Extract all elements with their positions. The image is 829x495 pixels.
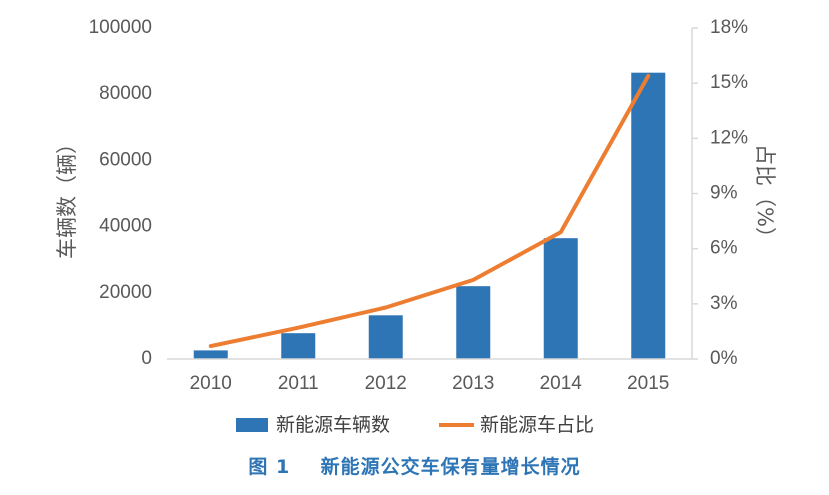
bar-2011 xyxy=(281,333,316,359)
y-axis-ticks: 0 20000 40000 60000 80000 100000 xyxy=(89,17,152,369)
bar-2010 xyxy=(193,350,228,359)
y-tick-label: 20000 xyxy=(99,282,152,303)
x-tick-label: 2013 xyxy=(452,373,494,394)
bar-2015 xyxy=(631,72,666,359)
y-tick-label: 40000 xyxy=(99,216,152,237)
y-tick-label: 100000 xyxy=(89,17,152,38)
x-tick-label: 2012 xyxy=(365,373,407,394)
x-axis-ticks: 2010 2011 2012 2013 2014 2015 xyxy=(190,373,670,394)
y2-axis-title: 占比（%） xyxy=(753,144,777,248)
y2-axis-ticks: 0% 3% 6% 9% 12% 15% 18% xyxy=(692,17,748,369)
bar-2013 xyxy=(456,286,491,359)
y2-tick-label: 0% xyxy=(710,348,738,369)
x-tick-label: 2010 xyxy=(190,373,232,394)
y-axis-title: 车辆数（辆） xyxy=(55,133,79,259)
legend-label-line: 新能源车占比 xyxy=(480,414,594,436)
bar-2012 xyxy=(368,315,403,359)
x-tick-label: 2011 xyxy=(278,373,319,394)
y-tick-label: 0 xyxy=(141,348,152,369)
x-tick-label: 2014 xyxy=(540,373,583,394)
line-series-share xyxy=(208,73,651,349)
y2-tick-label: 12% xyxy=(710,127,748,148)
y2-tick-label: 18% xyxy=(710,17,748,38)
y2-tick-label: 15% xyxy=(710,72,748,93)
y2-tick-label: 9% xyxy=(710,183,738,204)
y-tick-label: 60000 xyxy=(99,149,152,170)
legend-label-bar: 新能源车辆数 xyxy=(276,414,390,436)
bar-series xyxy=(193,72,666,359)
legend: 新能源车辆数 新能源车占比 xyxy=(236,414,594,436)
y2-tick-label: 6% xyxy=(710,238,738,259)
y-tick-label: 80000 xyxy=(99,83,152,104)
x-tick-label: 2015 xyxy=(627,373,669,394)
y2-tick-label: 3% xyxy=(710,293,738,314)
bar-2014 xyxy=(543,238,578,359)
figure-caption: 图 1 新能源公交车保有量增长情况 xyxy=(248,456,581,478)
legend-swatch-bar xyxy=(236,418,268,432)
